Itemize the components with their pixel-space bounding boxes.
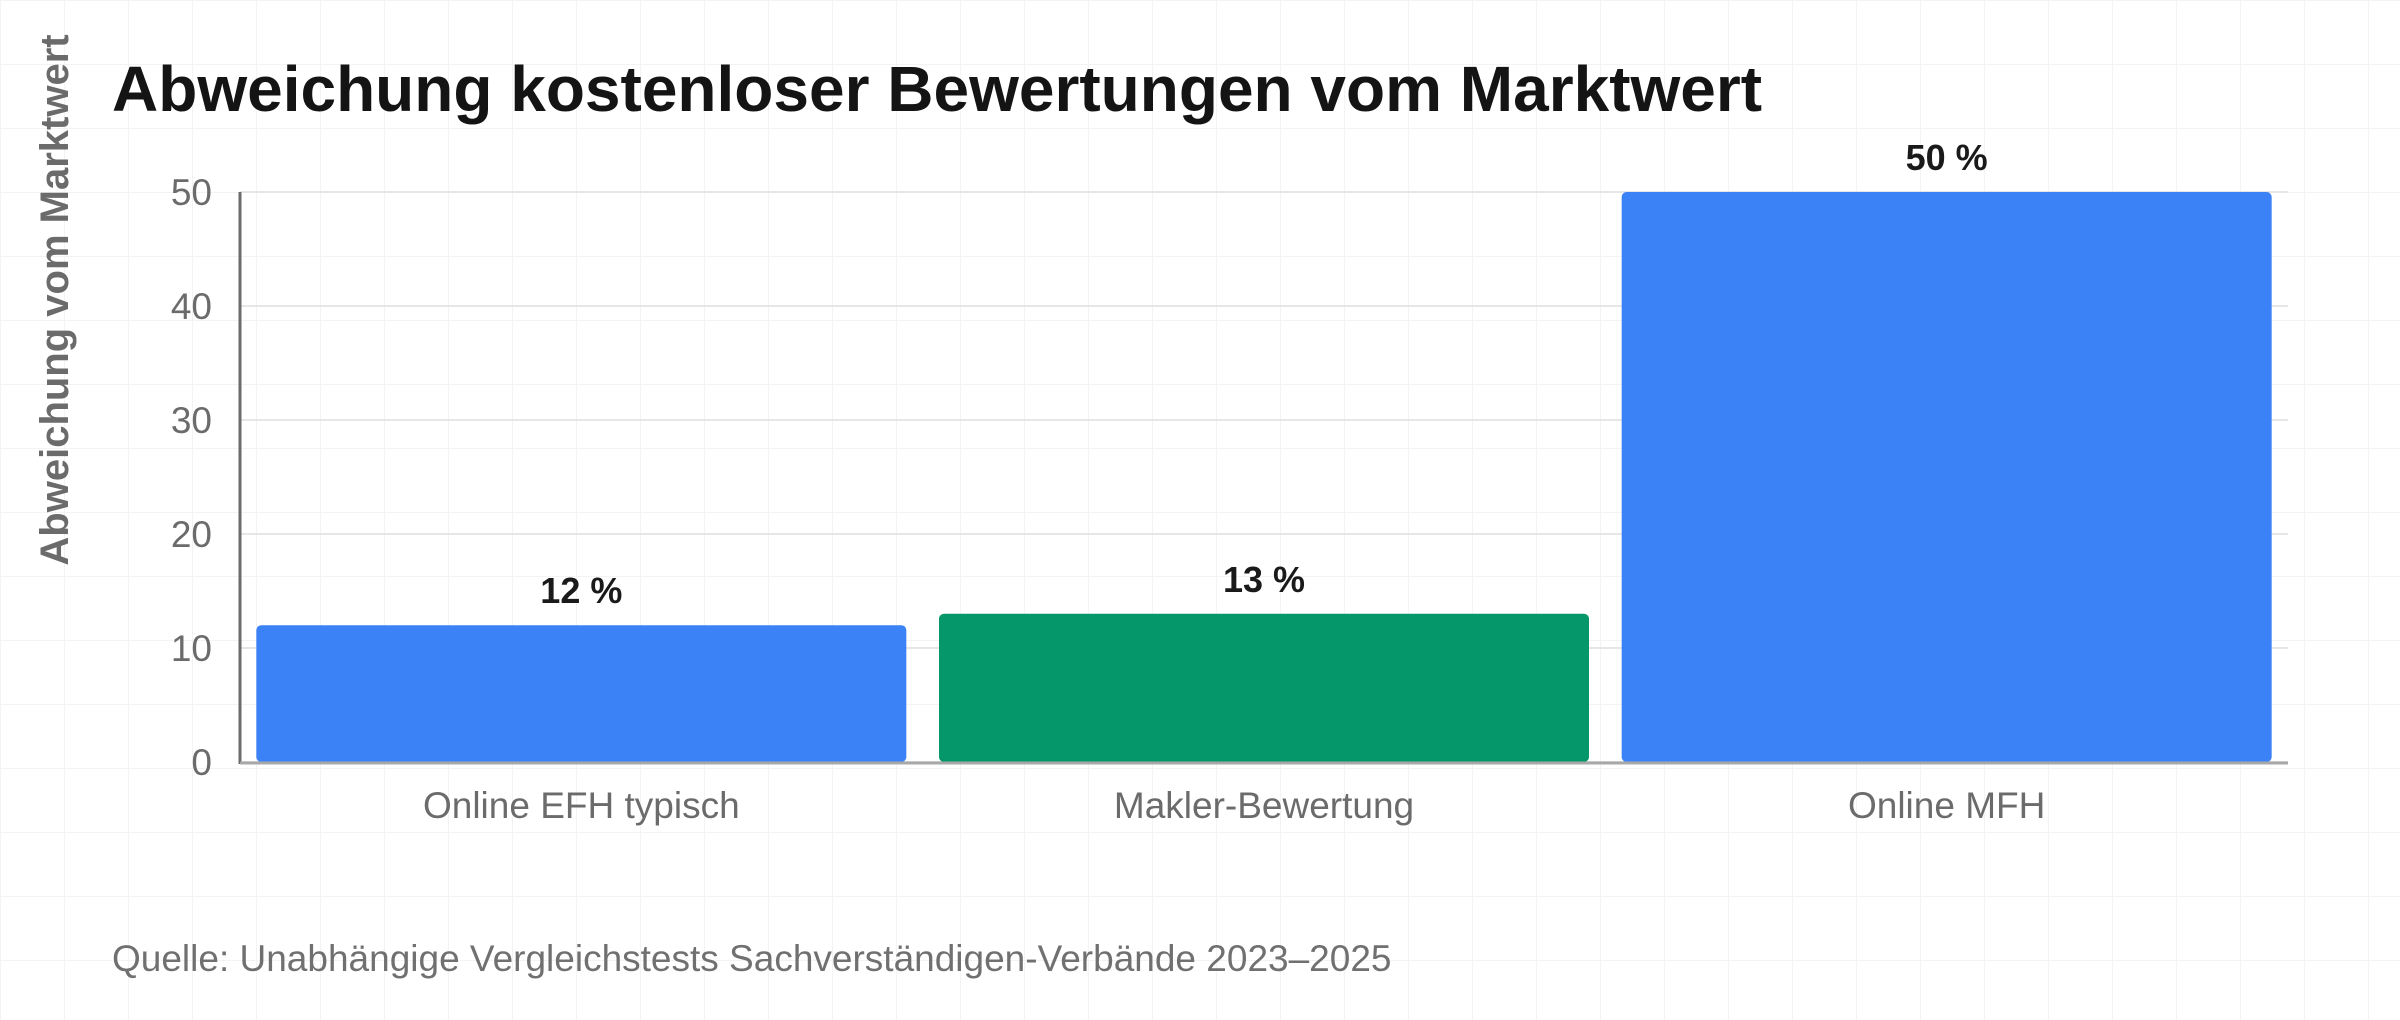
x-tick-label: Online MFH bbox=[1848, 785, 2045, 826]
y-axis-title: Abweichung vom Marktwert bbox=[33, 34, 77, 565]
x-tick-label: Online EFH typisch bbox=[423, 785, 740, 826]
y-tick-label: 40 bbox=[171, 286, 212, 327]
bar bbox=[256, 625, 907, 762]
bars bbox=[256, 192, 2272, 762]
bar-value-label: 13 % bbox=[1223, 559, 1305, 600]
bar bbox=[1621, 192, 2272, 762]
y-tick-label: 0 bbox=[191, 742, 212, 783]
y-tick-label: 50 bbox=[171, 172, 212, 213]
labels: 0 10 20 30 40 50 12 % Online EFH typisch 13 % Mak… bbox=[171, 137, 2046, 826]
bar-value-label: 50 % bbox=[1906, 137, 1988, 178]
bar-value-label: 12 % bbox=[540, 570, 622, 611]
chart-title: Abweichung kostenloser Bewertungen vom M… bbox=[112, 53, 1763, 125]
source-note: Quelle: Unabhängige Vergleichstests Sach… bbox=[112, 938, 1392, 979]
x-tick-label: Makler-Bewertung bbox=[1114, 785, 1414, 826]
y-tick-label: 30 bbox=[171, 400, 212, 441]
y-tick-label: 20 bbox=[171, 514, 212, 555]
axes bbox=[238, 192, 2288, 765]
y-tick-label: 10 bbox=[171, 628, 212, 669]
bar bbox=[939, 613, 1589, 762]
